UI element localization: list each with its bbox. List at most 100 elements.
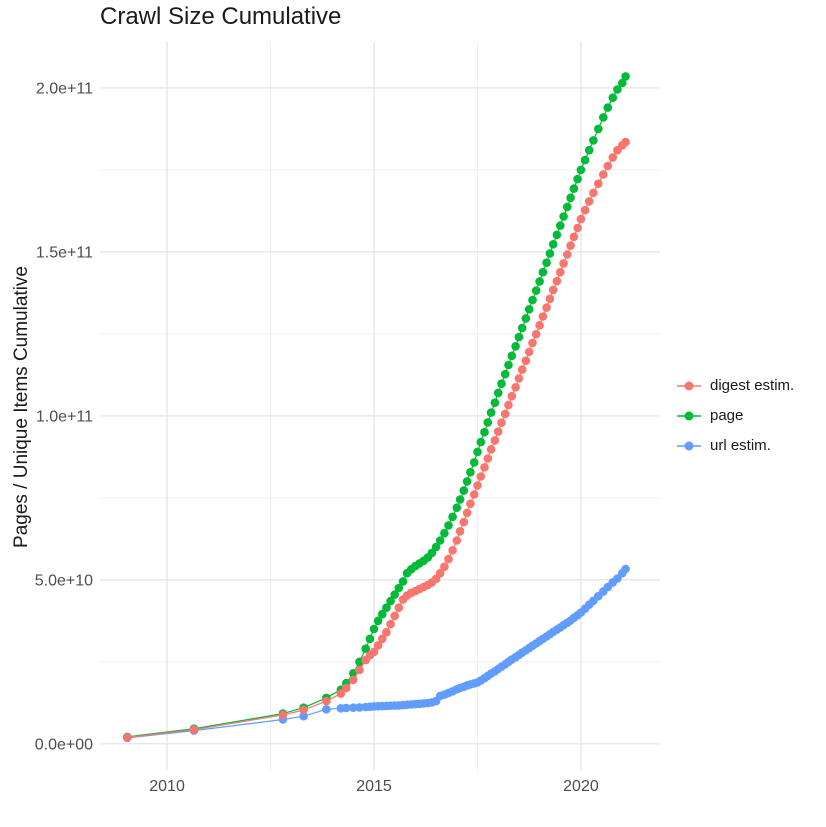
data-point-digest-estim- xyxy=(542,303,551,312)
data-point-url-estim- xyxy=(621,564,630,574)
data-point-digest-estim- xyxy=(621,137,630,147)
data-point-digest-estim- xyxy=(336,689,346,698)
data-point-page xyxy=(398,577,408,586)
data-point-page xyxy=(580,155,590,165)
data-point-digest-estim- xyxy=(466,499,475,509)
data-point-digest-estim- xyxy=(476,472,486,481)
y-tick-label: 5.0e+10 xyxy=(35,572,93,589)
data-point-page xyxy=(545,249,555,258)
data-point-page xyxy=(382,603,391,612)
data-point-digest-estim- xyxy=(473,481,482,490)
data-point-digest-estim- xyxy=(576,214,586,224)
data-point-page xyxy=(435,536,445,545)
data-point-digest-estim- xyxy=(497,418,506,428)
data-point-page xyxy=(538,267,548,277)
data-point-page xyxy=(608,93,618,102)
data-point-digest-estim- xyxy=(444,554,453,564)
data-point-digest-estim- xyxy=(382,628,391,637)
data-point-digest-estim- xyxy=(299,705,308,715)
data-point-page xyxy=(559,212,568,221)
data-point-digest-estim- xyxy=(517,365,527,374)
data-point-digest-estim- xyxy=(386,619,395,629)
data-point-page xyxy=(542,258,551,268)
data-point-digest-estim- xyxy=(580,205,590,215)
data-point-page xyxy=(507,351,517,361)
data-point-digest-estim- xyxy=(486,445,496,454)
data-point-digest-estim- xyxy=(355,665,364,675)
data-point-digest-estim- xyxy=(369,647,379,657)
legend-item: digest estim. xyxy=(676,377,794,394)
data-point-page xyxy=(584,145,594,155)
data-point-digest-estim- xyxy=(493,427,503,436)
data-point-page xyxy=(613,85,622,94)
x-tick-label: 2010 xyxy=(149,778,185,795)
data-point-digest-estim- xyxy=(535,321,544,330)
data-point-page xyxy=(493,388,503,398)
data-point-page xyxy=(517,323,527,333)
data-point-digest-estim- xyxy=(552,276,562,286)
y-axis-title: Pages / Unique Items Cumulative xyxy=(11,266,32,548)
data-point-page xyxy=(511,342,520,351)
data-point-page xyxy=(528,295,537,305)
data-point-digest-estim- xyxy=(559,259,568,268)
data-point-page xyxy=(497,379,506,389)
data-point-page xyxy=(476,437,486,447)
data-point-digest-estim- xyxy=(507,391,517,401)
data-point-url-estim- xyxy=(355,703,364,712)
data-point-digest-estim- xyxy=(569,232,579,242)
data-point-page xyxy=(444,521,453,530)
data-point-page xyxy=(594,124,603,134)
chart-title: Crawl Size Cumulative xyxy=(100,3,342,30)
data-point-page xyxy=(500,369,510,379)
data-point-page xyxy=(483,418,493,427)
data-point-page xyxy=(373,616,383,626)
legend-item: url estim. xyxy=(676,437,794,454)
data-point-page xyxy=(473,447,482,457)
data-point-page xyxy=(431,542,441,552)
data-point-page xyxy=(599,113,608,122)
data-point-page xyxy=(390,590,400,599)
data-point-digest-estim- xyxy=(373,641,383,650)
data-point-digest-estim- xyxy=(440,562,449,571)
data-point-page xyxy=(466,467,475,477)
legend-item: page xyxy=(676,407,794,424)
data-point-page xyxy=(490,398,500,408)
y-tick-label: 1.5e+11 xyxy=(36,244,93,261)
data-point-digest-estim- xyxy=(448,546,457,555)
data-point-digest-estim- xyxy=(504,400,513,410)
data-point-digest-estim- xyxy=(531,329,541,339)
data-point-page xyxy=(548,240,558,249)
data-point-page xyxy=(369,624,379,634)
data-point-page xyxy=(552,230,562,240)
data-point-digest-estim- xyxy=(469,490,479,499)
data-point-page xyxy=(462,477,472,486)
data-point-page xyxy=(524,305,534,314)
data-point-digest-estim- xyxy=(545,294,555,304)
data-point-digest-estim- xyxy=(589,188,598,198)
data-point-digest-estim- xyxy=(556,267,565,277)
data-point-digest-estim- xyxy=(511,383,520,392)
data-point-page xyxy=(448,512,457,522)
data-point-digest-estim- xyxy=(594,179,603,188)
data-point-digest-estim- xyxy=(584,197,594,206)
data-point-page xyxy=(603,103,613,112)
data-point-page xyxy=(569,184,579,193)
data-point-digest-estim- xyxy=(394,603,404,612)
data-point-url-estim- xyxy=(322,705,331,714)
legend-key-point xyxy=(684,381,694,390)
data-point-page xyxy=(589,136,598,145)
x-tick-label: 2015 xyxy=(356,778,392,795)
data-point-url-estim- xyxy=(342,703,351,713)
data-point-url-estim- xyxy=(299,711,308,721)
data-point-digest-estim- xyxy=(349,675,358,685)
y-tick-label: 2.0e+11 xyxy=(36,80,93,97)
data-point-digest-estim- xyxy=(538,312,548,321)
y-tick-label: 0.0e+00 xyxy=(35,736,93,753)
data-point-page xyxy=(535,277,544,286)
legend-key-point xyxy=(684,441,694,450)
data-point-digest-estim- xyxy=(573,223,582,233)
data-point-digest-estim- xyxy=(435,568,445,578)
data-point-digest-estim- xyxy=(322,696,331,706)
data-point-page xyxy=(452,503,462,512)
